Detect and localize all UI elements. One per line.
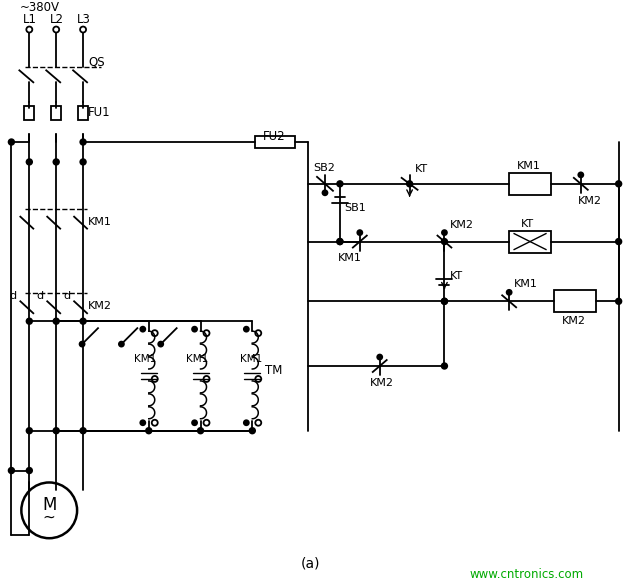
Text: L1: L1 <box>23 13 37 26</box>
Circle shape <box>323 190 328 195</box>
Text: QS: QS <box>88 56 105 69</box>
Text: SB1: SB1 <box>344 203 365 212</box>
Circle shape <box>152 420 157 426</box>
Text: KM2: KM2 <box>449 220 474 230</box>
Text: KT: KT <box>521 218 534 229</box>
Bar <box>51 106 61 120</box>
Circle shape <box>26 468 32 473</box>
Bar <box>509 231 551 252</box>
Circle shape <box>26 159 32 165</box>
Circle shape <box>616 299 621 304</box>
Text: KM1: KM1 <box>517 161 541 171</box>
Text: www.cntronics.com: www.cntronics.com <box>469 568 584 581</box>
Circle shape <box>204 330 209 336</box>
Text: KM1: KM1 <box>338 254 362 264</box>
Bar <box>255 136 295 148</box>
Circle shape <box>616 239 621 244</box>
Circle shape <box>579 173 583 177</box>
Circle shape <box>152 330 157 336</box>
Text: d: d <box>10 291 17 301</box>
Text: KM2: KM2 <box>562 316 586 326</box>
Text: KT: KT <box>449 271 463 281</box>
Circle shape <box>26 318 32 324</box>
Circle shape <box>255 330 261 336</box>
Text: KM1: KM1 <box>134 354 156 364</box>
Circle shape <box>146 428 152 433</box>
Circle shape <box>192 420 197 425</box>
Text: KM1: KM1 <box>88 217 112 227</box>
Circle shape <box>204 376 209 382</box>
Circle shape <box>337 181 342 187</box>
Text: SB2: SB2 <box>313 163 335 173</box>
Circle shape <box>152 376 157 382</box>
Circle shape <box>140 420 145 425</box>
Circle shape <box>192 327 197 332</box>
Circle shape <box>442 363 447 369</box>
Circle shape <box>507 290 511 295</box>
Circle shape <box>26 428 32 433</box>
Text: KT: KT <box>415 164 428 174</box>
Text: KM2: KM2 <box>88 301 112 311</box>
Circle shape <box>442 299 447 304</box>
Circle shape <box>407 181 412 187</box>
Text: ~380V: ~380V <box>19 1 60 14</box>
Circle shape <box>442 239 447 244</box>
Text: ~: ~ <box>43 510 56 525</box>
Text: KM2: KM2 <box>578 195 602 206</box>
Circle shape <box>80 139 86 145</box>
Bar <box>24 106 35 120</box>
Circle shape <box>26 26 32 32</box>
Circle shape <box>255 420 261 426</box>
Text: KM1: KM1 <box>241 354 262 364</box>
Text: d: d <box>36 291 44 301</box>
Circle shape <box>442 230 447 235</box>
Bar <box>78 106 88 120</box>
Circle shape <box>250 428 255 433</box>
Circle shape <box>255 376 261 382</box>
Circle shape <box>53 26 59 32</box>
Bar <box>554 291 596 312</box>
Text: M: M <box>42 497 56 514</box>
Circle shape <box>21 483 77 538</box>
Circle shape <box>8 468 14 473</box>
Text: (a): (a) <box>300 556 320 570</box>
Text: d: d <box>63 291 70 301</box>
Text: KM1: KM1 <box>186 354 208 364</box>
Text: L3: L3 <box>77 13 91 26</box>
Circle shape <box>377 355 382 359</box>
Circle shape <box>198 428 204 433</box>
Text: L2: L2 <box>50 13 64 26</box>
Circle shape <box>616 181 621 187</box>
Text: FU1: FU1 <box>88 106 111 119</box>
Circle shape <box>119 342 124 346</box>
Circle shape <box>80 428 86 433</box>
Circle shape <box>53 159 59 165</box>
Circle shape <box>158 342 163 346</box>
Circle shape <box>80 318 86 324</box>
Circle shape <box>244 420 249 425</box>
Text: TM: TM <box>265 365 283 377</box>
Text: KM2: KM2 <box>370 378 394 388</box>
Text: KM1: KM1 <box>514 279 538 289</box>
Circle shape <box>80 26 86 32</box>
Circle shape <box>337 239 342 244</box>
Text: FU2: FU2 <box>263 130 286 143</box>
Circle shape <box>140 327 145 332</box>
Circle shape <box>357 230 362 235</box>
Circle shape <box>244 327 249 332</box>
Circle shape <box>53 318 59 324</box>
Circle shape <box>337 239 342 244</box>
Circle shape <box>53 428 59 433</box>
Circle shape <box>80 159 86 165</box>
Circle shape <box>8 139 14 145</box>
Circle shape <box>204 420 209 426</box>
Bar <box>509 173 551 195</box>
Circle shape <box>79 342 84 346</box>
Circle shape <box>442 299 447 304</box>
